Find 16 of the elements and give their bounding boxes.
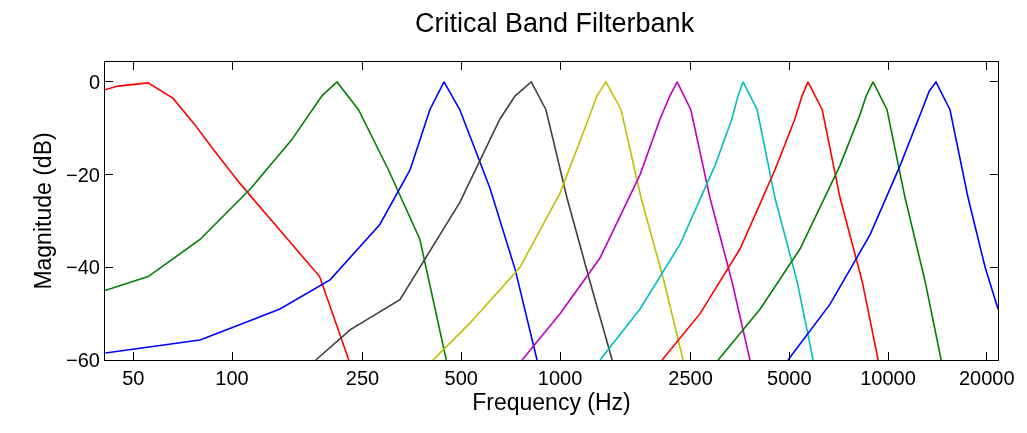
y-tick-label: −40: [66, 256, 100, 279]
x-tick-label: 20000: [958, 367, 1015, 389]
x-tick-label: 250: [345, 367, 380, 389]
x-axis-title: Frequency (Hz): [472, 389, 631, 415]
x-tick-label: 100: [215, 367, 249, 389]
x-tick-label: 50: [122, 367, 145, 389]
y-tick-label: −20: [66, 163, 100, 186]
y-tick-label: −60: [66, 349, 100, 371]
x-tick-label: 1000: [537, 367, 583, 389]
x-tick-label: 5000: [767, 367, 812, 389]
x-tick-label: 2500: [668, 367, 713, 389]
x-tick-label: 500: [444, 367, 478, 389]
x-tick-label: 10000: [860, 367, 916, 389]
y-axis-title: Magnitude (dB): [29, 132, 56, 290]
chart-title: Critical Band Filterbank: [415, 7, 695, 38]
y-tick-label: 0: [88, 70, 100, 93]
